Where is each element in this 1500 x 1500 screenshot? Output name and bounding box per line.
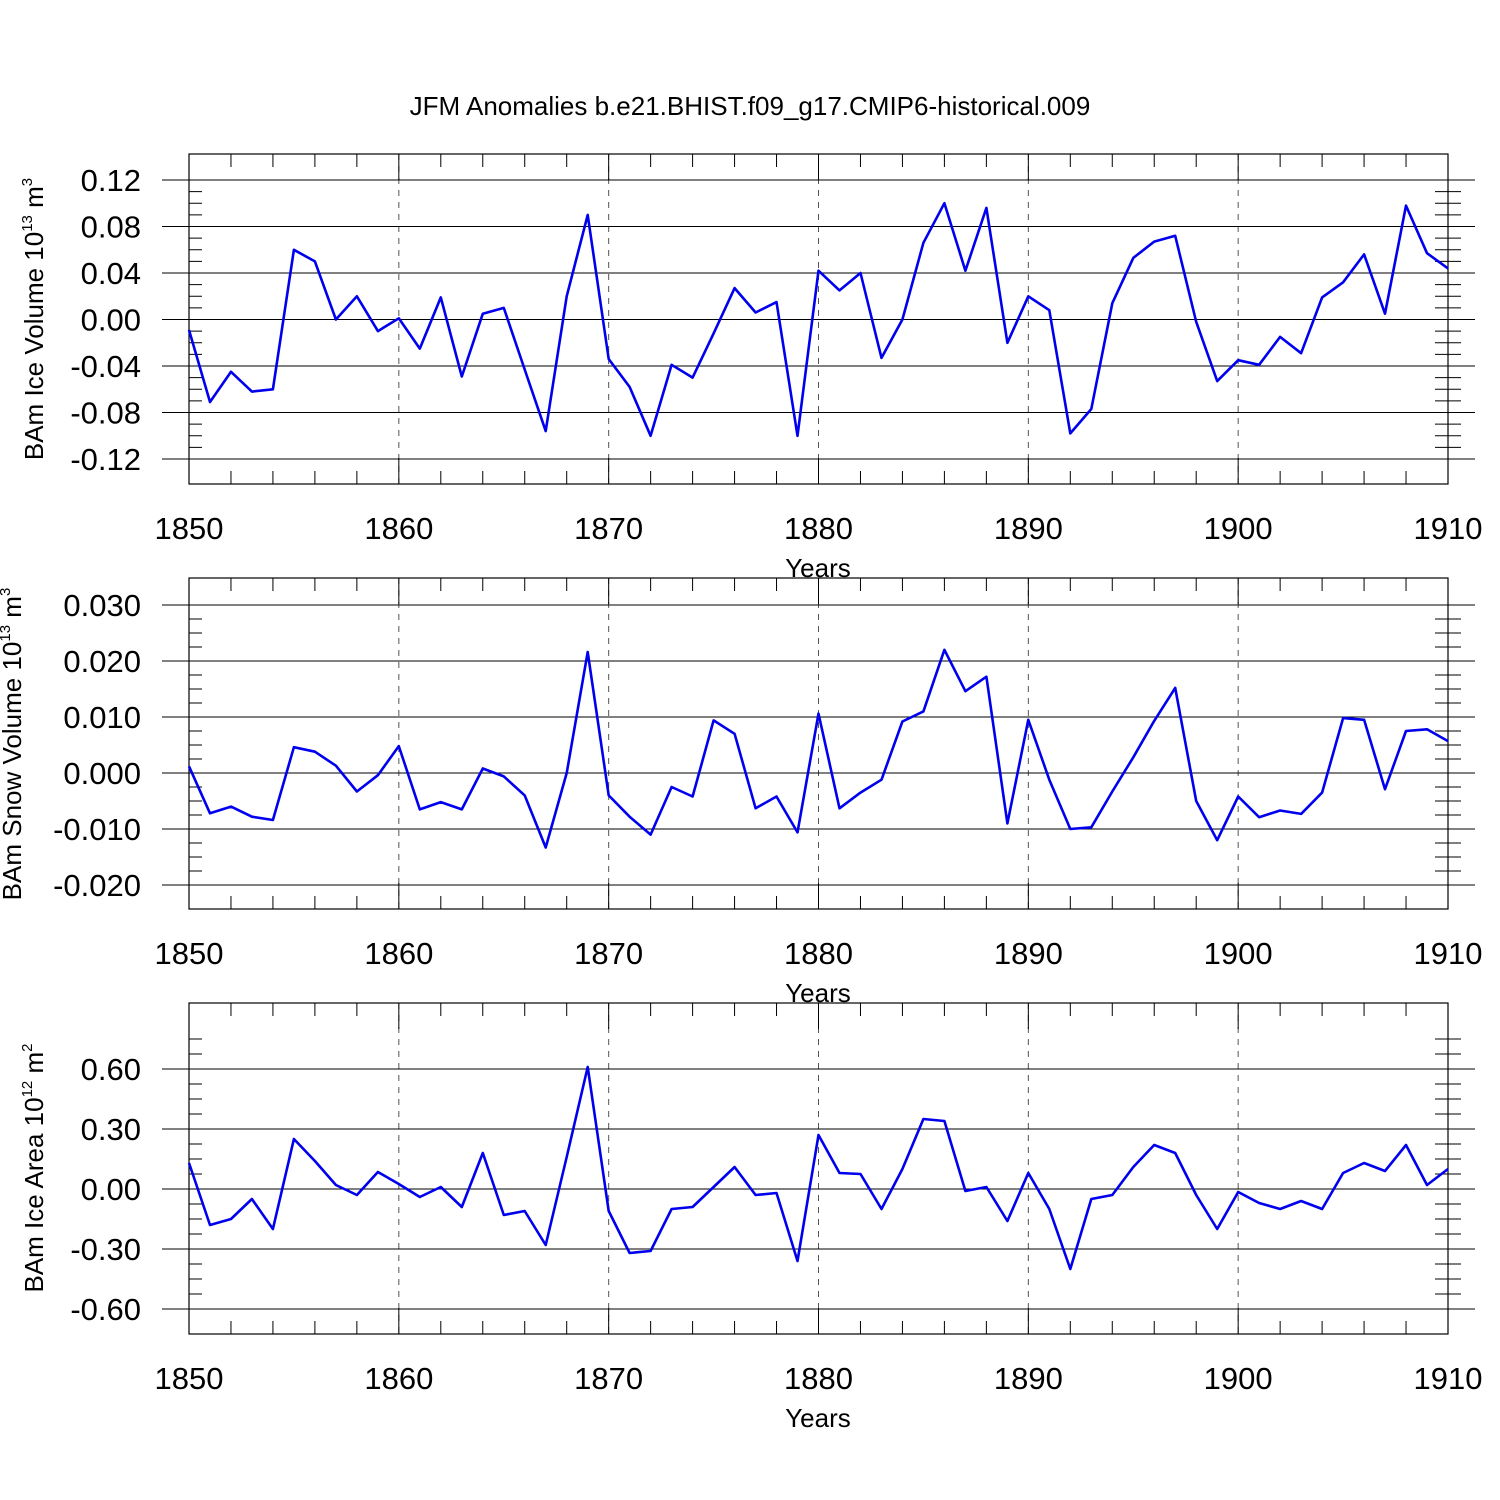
x-tick-label: 1880: [784, 936, 853, 971]
x-tick-labels: 1850 1860 1870 1880 1890 1900 1910: [155, 511, 1483, 546]
y-tick-label: 0.00: [81, 303, 141, 338]
y-tick-label: -0.12: [70, 442, 141, 477]
grid: [398, 1003, 1239, 1334]
y-tick-label: -0.020: [53, 868, 141, 903]
x-tick-labels: 1850 1860 1870 1880 1890 1900 1910: [155, 1361, 1483, 1396]
x-tick-label: 1850: [155, 936, 224, 971]
x-tick-label: 1870: [574, 936, 643, 971]
x-tick-label: 1890: [994, 936, 1063, 971]
y-tick-label: 0.12: [81, 163, 141, 198]
x-tick-label: 1860: [364, 1361, 433, 1396]
y-tick-labels: -0.60 -0.30 0.00 0.30 0.60: [70, 1052, 141, 1327]
y-tick-label: -0.010: [53, 812, 141, 847]
tick-marks: [162, 1003, 1475, 1334]
series-line: [187, 648, 1449, 849]
x-tick-label: 1910: [1414, 936, 1483, 971]
y-tick-label: 0.010: [63, 700, 141, 735]
y-tick-labels: -0.12 -0.08 -0.04 0.00 0.04 0.08 0.12: [70, 163, 141, 477]
y-axis-title: BAm Ice Area 1012 m2: [19, 1043, 49, 1292]
y-tick-label: 0.60: [81, 1052, 141, 1087]
x-tick-label: 1910: [1414, 511, 1483, 546]
y-tick-label: 0.30: [81, 1112, 141, 1147]
x-tick-label: 1850: [155, 1361, 224, 1396]
y-tick-label: 0.030: [63, 588, 141, 623]
y-tick-label: 0.00: [81, 1172, 141, 1207]
y-tick-label: -0.30: [70, 1232, 141, 1267]
panel-ice-area: -0.60-0.300.000.300.60 1850 1860 1870 1880 1…: [19, 1002, 1483, 1433]
x-tick-label: 1870: [574, 1361, 643, 1396]
x-tick-label: 1880: [784, 511, 853, 546]
x-tick-label: 1870: [574, 511, 643, 546]
x-tick-labels: 1850 1860 1870 1880 1890 1900 1910: [155, 936, 1483, 971]
x-tick-label: 1860: [364, 936, 433, 971]
y-tick-labels: -0.020 -0.010 0.000 0.010 0.020 0.030: [53, 588, 141, 903]
x-tick-label: 1910: [1414, 1361, 1483, 1396]
y-tick-label: -0.04: [70, 349, 141, 384]
y-tick-label: 0.000: [63, 756, 141, 791]
series-line: [187, 201, 1449, 438]
panel-snow-volume: -0.020 -0.010 0.000 0.010 0.020 0.030 1850 186…: [0, 577, 1483, 1008]
y-axis-title: BAm Snow Volume 1013 m3: [0, 588, 27, 901]
x-tick-label: 1900: [1204, 1361, 1273, 1396]
y-tick-label: 0.08: [81, 210, 141, 245]
x-tick-label: 1900: [1204, 511, 1273, 546]
y-axis-title: BAm Ice Volume 1013 m3: [19, 178, 49, 460]
y-tick-label: 0.020: [63, 644, 141, 679]
x-tick-label: 1880: [784, 1361, 853, 1396]
x-tick-label: 1850: [155, 511, 224, 546]
grid: [398, 578, 1239, 909]
panel-ice-volume: -0.12 -0.08 -0.04 0.00 0.04 0.08 0.12 1850 1860…: [19, 153, 1483, 583]
x-tick-label: 1860: [364, 511, 433, 546]
y-tick-label: -0.08: [70, 396, 141, 431]
tick-marks: [162, 154, 1475, 484]
figure-title: JFM Anomalies b.e21.BHIST.f09_g17.CMIP6-…: [410, 91, 1091, 121]
series-line: [187, 1065, 1449, 1271]
y-tick-label: 0.04: [81, 256, 141, 291]
x-tick-label: 1890: [994, 511, 1063, 546]
x-tick-label: 1890: [994, 1361, 1063, 1396]
y-tick-label: -0.60: [70, 1292, 141, 1327]
x-axis-title: Years: [785, 1403, 851, 1433]
x-tick-label: 1900: [1204, 936, 1273, 971]
